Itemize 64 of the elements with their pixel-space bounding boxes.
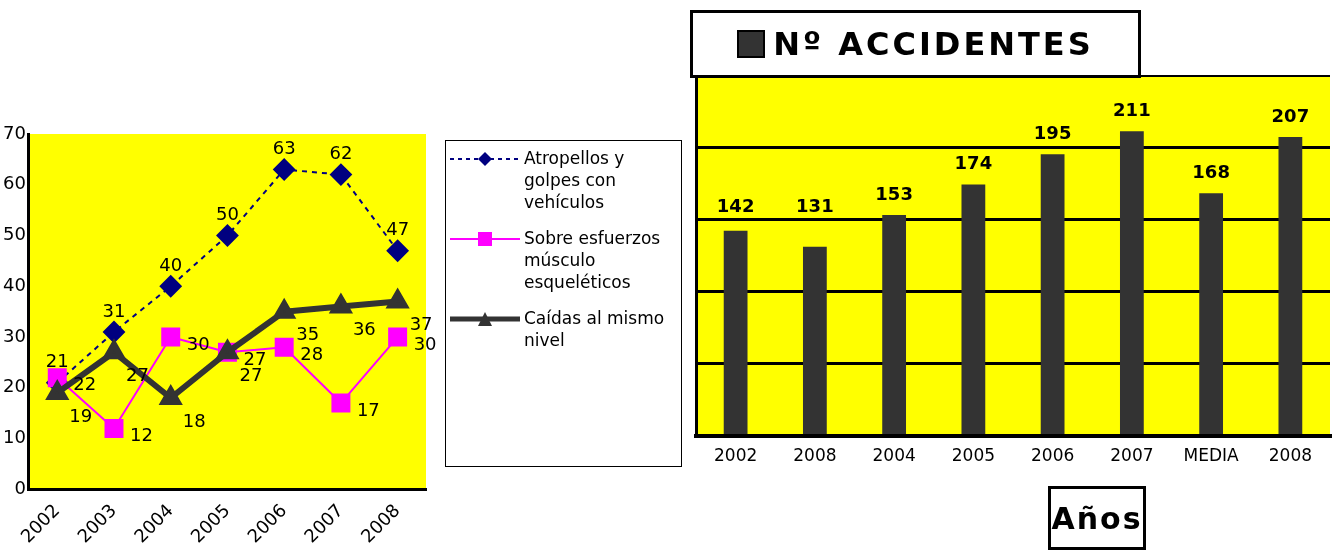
point — [329, 163, 352, 186]
y-tick-label: 0 — [14, 477, 26, 499]
y-tick-label: 30 — [3, 324, 26, 346]
point — [161, 327, 181, 347]
point — [103, 320, 125, 343]
data-label: 207 — [1271, 104, 1310, 126]
data-label: 63 — [272, 137, 296, 159]
data-label: 195 — [1033, 122, 1072, 143]
data-label: 22 — [73, 373, 97, 395]
data-label: 35 — [296, 323, 320, 345]
point — [331, 393, 351, 413]
data-label: 168 — [1192, 160, 1230, 182]
x-tick-label: 2007 — [1110, 445, 1154, 466]
bar — [1199, 193, 1224, 435]
data-label: 50 — [216, 203, 239, 225]
bar — [802, 246, 827, 435]
data-label: 174 — [954, 152, 993, 174]
bar — [723, 230, 748, 435]
legend-label: Atropellos y golpes con vehículos — [524, 147, 626, 213]
data-label: 40 — [159, 253, 183, 275]
x-tick-label: 2006 — [1030, 445, 1075, 466]
point — [388, 327, 408, 347]
data-label: 131 — [796, 194, 834, 216]
y-tick-label: 40 — [3, 273, 26, 295]
data-label: 36 — [352, 318, 376, 340]
point — [273, 158, 296, 181]
x-tick-label: 2002 — [713, 445, 758, 466]
y-tick-label: 20 — [3, 375, 26, 397]
bar — [1040, 154, 1065, 435]
bar — [882, 214, 907, 435]
data-label: 153 — [875, 182, 913, 204]
data-label: 21 — [45, 350, 69, 372]
point — [104, 418, 124, 438]
y-tick-label: 10 — [3, 426, 26, 448]
x-axis-title: Años — [1048, 486, 1146, 550]
x-tick-label: MEDIA — [1183, 445, 1240, 466]
data-label: 28 — [300, 342, 324, 364]
legend-label: Nº ACCIDENTES — [773, 25, 1094, 63]
data-label: 19 — [69, 404, 93, 426]
data-label: 211 — [1113, 98, 1151, 120]
data-label: 142 — [716, 194, 755, 216]
point — [386, 239, 409, 262]
data-label: 18 — [182, 409, 206, 431]
x-tick-label: 2004 — [872, 445, 916, 466]
data-label: 12 — [130, 424, 153, 446]
bar — [961, 184, 986, 435]
data-label: 31 — [102, 299, 126, 321]
y-tick-label: 60 — [3, 172, 26, 194]
data-label: 27 — [243, 347, 267, 369]
x-tick-label: 2005 — [951, 445, 996, 466]
legend-label: Sobre esfuerzos músculo esqueléticos — [524, 227, 662, 293]
point — [159, 275, 182, 298]
bar — [1119, 131, 1144, 435]
y-tick-label: 70 — [3, 121, 26, 143]
y-tick-label: 50 — [3, 223, 26, 245]
data-label: 47 — [386, 218, 410, 240]
data-label: 62 — [329, 142, 353, 164]
legend-label: Caídas al mismo nivel — [524, 307, 666, 351]
point — [274, 337, 294, 357]
bar — [1278, 137, 1303, 435]
x-tick-label: 2008 — [1268, 445, 1313, 466]
x-tick-label: 2008 — [793, 445, 837, 466]
point — [216, 224, 239, 247]
data-label: 17 — [356, 398, 380, 420]
